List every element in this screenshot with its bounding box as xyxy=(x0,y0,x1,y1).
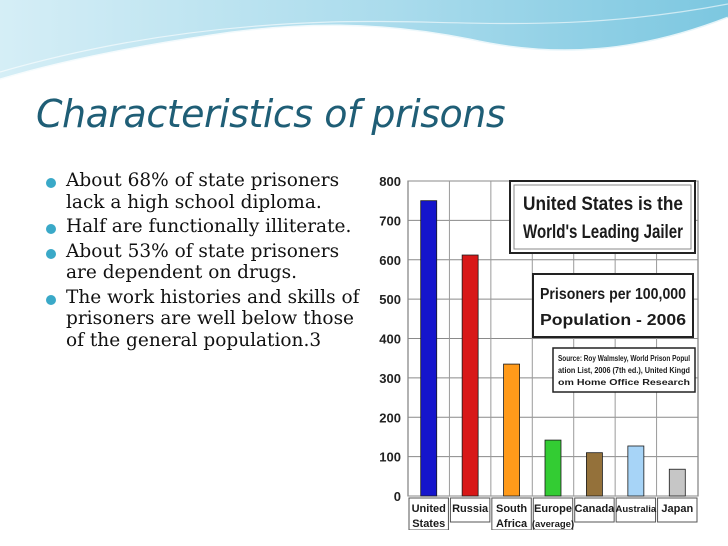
chart-source: om Home Office Research xyxy=(558,378,690,387)
bar xyxy=(420,200,438,497)
chart-source: ation List, 2006 (7th ed.), United Kingd xyxy=(558,366,690,375)
category-box xyxy=(449,497,491,523)
bullet-item: About 53% of state prisoners are depende… xyxy=(46,241,361,284)
bullet-icon xyxy=(46,248,56,259)
bullet-item: Half are functionally illiterate. xyxy=(46,216,361,238)
bullet-text: About 68% of state prisoners lack a high… xyxy=(66,170,340,213)
y-tick-label: 800 xyxy=(379,174,401,189)
chart-title-box-inner xyxy=(513,184,692,250)
bar xyxy=(461,254,479,497)
category-box xyxy=(574,497,615,523)
category-label: South xyxy=(496,503,527,515)
chart-title: World's Leading Jailer xyxy=(523,222,683,243)
category-label: Africa xyxy=(496,518,528,530)
bullet-text: Half are functionally illiterate. xyxy=(66,216,352,237)
chart-subtitle: Prisoners per 100,000 xyxy=(540,286,686,303)
y-tick-label: 700 xyxy=(379,213,401,228)
header-wave-decoration xyxy=(0,0,728,82)
chart-subtitle: Population - 2006 xyxy=(540,312,686,329)
chart-source-box xyxy=(552,347,696,393)
chart-title-box xyxy=(509,180,696,254)
bar xyxy=(668,468,686,497)
bar xyxy=(627,445,645,497)
slide-title: Characteristics of prisons xyxy=(36,92,506,136)
category-box xyxy=(657,497,698,523)
category-label: (average) xyxy=(532,519,574,530)
bullet-icon xyxy=(46,224,56,234)
category-box xyxy=(408,497,449,530)
y-tick-label: 0 xyxy=(394,489,401,504)
category-label: Russia xyxy=(452,503,489,515)
y-tick-label: 400 xyxy=(379,332,401,347)
category-label: United xyxy=(412,503,446,515)
category-label: Canada xyxy=(575,503,616,515)
y-tick-label: 100 xyxy=(379,450,401,465)
bullet-icon xyxy=(46,294,56,305)
bullet-text: The work histories and skills of prisone… xyxy=(66,286,360,351)
category-label: Australia xyxy=(616,504,657,515)
category-box xyxy=(491,497,532,530)
bullet-icon xyxy=(46,178,56,188)
bullet-item: About 68% of state prisoners lack a high… xyxy=(46,170,361,213)
y-tick-label: 500 xyxy=(379,292,401,307)
category-label: Japan xyxy=(661,503,693,515)
bar xyxy=(586,452,603,497)
category-label: Europe xyxy=(534,503,572,515)
bullet-item: The work histories and skills of prisone… xyxy=(46,287,361,352)
bar xyxy=(544,439,562,497)
bullet-text: About 53% of state prisoners are depende… xyxy=(66,240,340,284)
category-box xyxy=(615,497,657,523)
category-box xyxy=(532,497,574,530)
bar xyxy=(503,363,520,497)
prison-rate-chart: 0 100 200 300 400 500 600 700 800 United States Rus… xyxy=(360,166,708,530)
bullet-list: About 68% of state prisoners lack a high… xyxy=(46,170,361,354)
chart-source: Source: Roy Walmsley, World Prison Popul xyxy=(558,354,690,363)
chart-subtitle-box xyxy=(532,273,694,338)
y-tick-label: 200 xyxy=(379,410,401,425)
category-label: States xyxy=(412,518,445,530)
y-tick-label: 600 xyxy=(379,253,401,268)
chart-title: United States is the xyxy=(523,194,683,215)
y-tick-label: 300 xyxy=(379,371,401,386)
